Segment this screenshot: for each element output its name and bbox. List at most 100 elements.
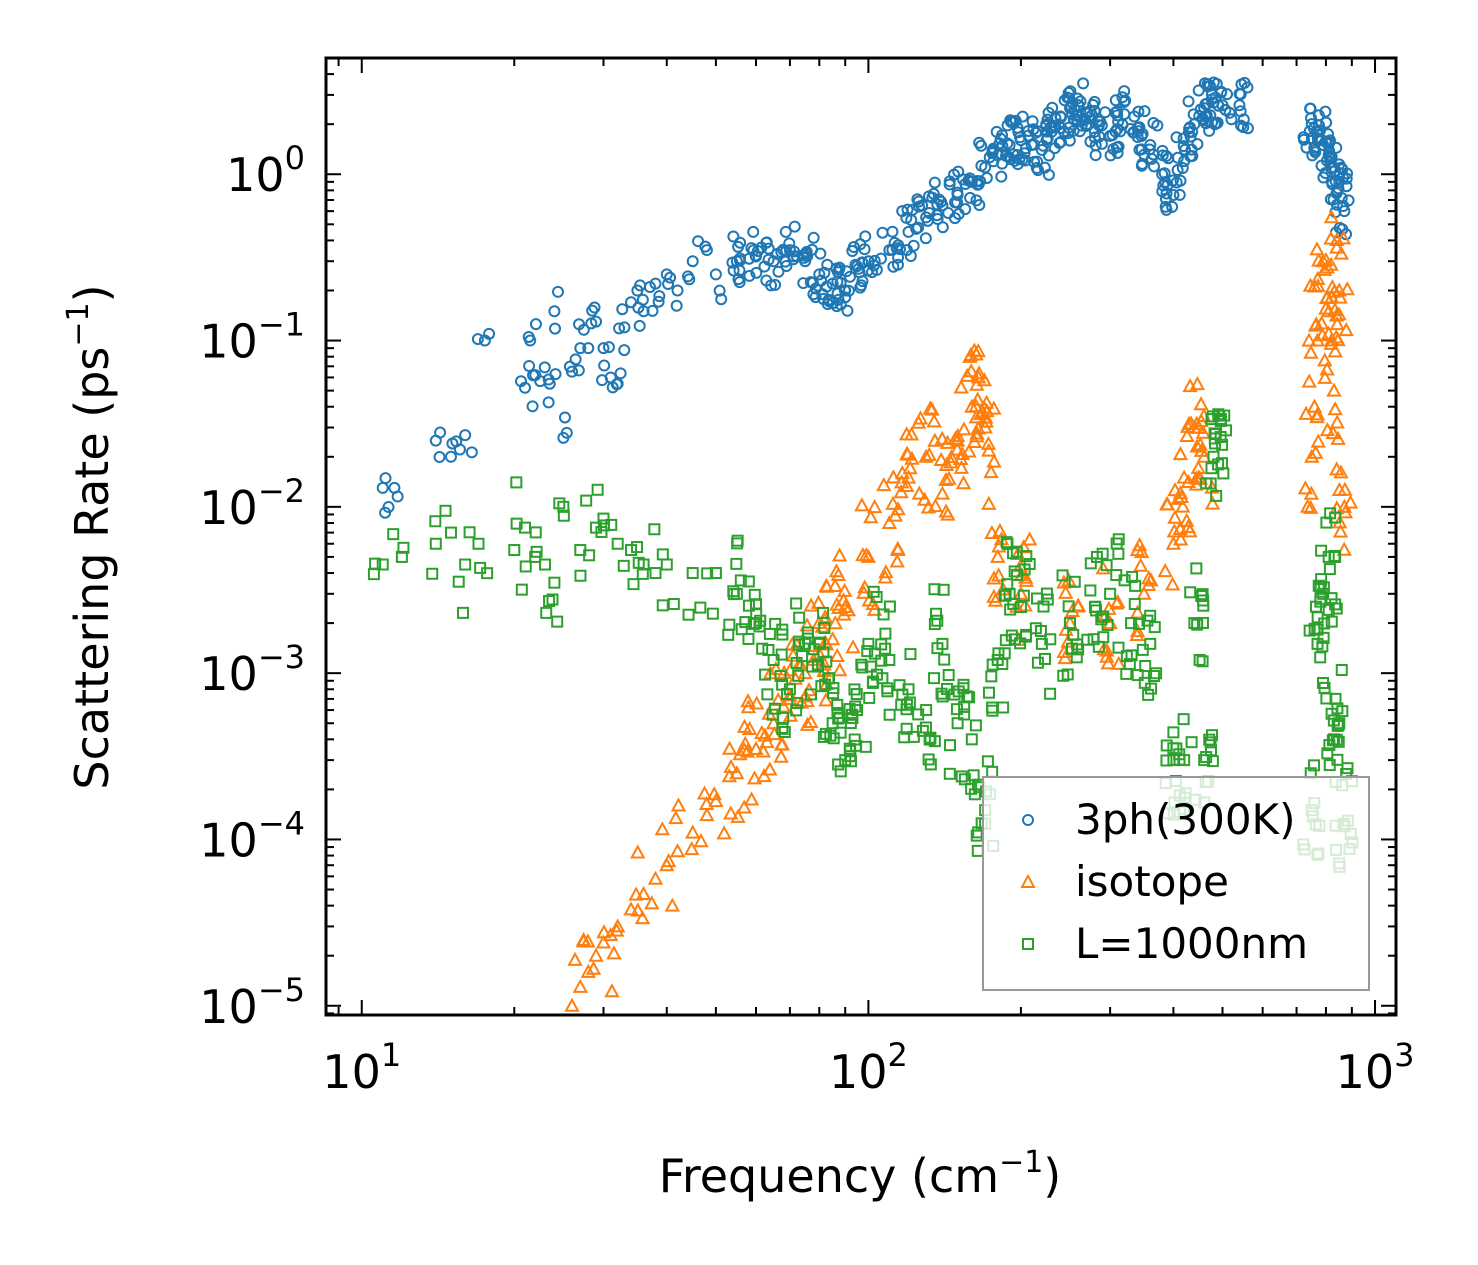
data-point xyxy=(618,344,631,357)
data-point xyxy=(931,213,944,226)
data-point xyxy=(721,768,738,783)
data-point xyxy=(958,773,971,786)
data-point xyxy=(483,327,496,340)
data-point xyxy=(1167,482,1183,497)
data-point xyxy=(1332,523,1349,538)
y-tick-label: 10−2 xyxy=(199,472,305,535)
data-point xyxy=(1070,598,1086,613)
data-point xyxy=(734,574,747,587)
data-point xyxy=(827,615,844,630)
data-point xyxy=(883,708,896,721)
data-point xyxy=(649,567,662,580)
data-point xyxy=(762,242,775,255)
data-point xyxy=(840,265,853,278)
data-point xyxy=(1304,448,1320,463)
data-point xyxy=(553,497,566,510)
axes-frame xyxy=(324,56,1398,1017)
data-point xyxy=(830,566,847,581)
data-point xyxy=(911,193,924,206)
data-point xyxy=(723,805,739,820)
data-point xyxy=(1319,259,1336,274)
data-point xyxy=(653,290,666,303)
data-point xyxy=(611,537,624,550)
data-point xyxy=(1185,736,1198,749)
data-point xyxy=(636,293,649,306)
data-point xyxy=(832,758,845,771)
data-point xyxy=(605,518,618,531)
data-point xyxy=(890,541,906,557)
legend-marker-2 xyxy=(1022,938,1034,950)
data-point xyxy=(938,471,954,487)
data-point xyxy=(664,271,677,284)
data-point xyxy=(444,450,457,463)
data-point xyxy=(1073,125,1086,138)
data-point xyxy=(842,284,855,297)
data-point xyxy=(426,567,439,580)
data-point xyxy=(669,843,686,858)
legend-label-0: 3ph(300K) xyxy=(1075,795,1295,844)
data-point xyxy=(1299,498,1316,513)
data-point xyxy=(1011,148,1024,161)
data-point xyxy=(580,963,596,978)
data-point xyxy=(1096,547,1109,560)
data-point xyxy=(527,369,540,382)
data-point xyxy=(1170,742,1183,755)
data-point xyxy=(922,753,935,766)
y-tick-label: 100 xyxy=(226,139,305,202)
data-point xyxy=(1206,729,1219,742)
data-point xyxy=(1124,122,1137,135)
data-point xyxy=(943,454,959,469)
data-point xyxy=(1192,436,1208,451)
x-tick-label: 102 xyxy=(829,1036,908,1099)
data-point xyxy=(893,243,906,256)
data-point xyxy=(387,528,400,541)
data-point xyxy=(983,464,999,479)
data-point xyxy=(1183,415,1199,430)
data-point xyxy=(1150,667,1163,680)
data-point xyxy=(829,596,845,611)
data-point xyxy=(1167,726,1180,739)
data-point xyxy=(1049,119,1062,132)
data-point xyxy=(1317,631,1330,644)
data-point xyxy=(957,678,970,691)
data-point xyxy=(749,695,765,710)
data-point xyxy=(548,305,561,318)
data-point xyxy=(1084,584,1097,597)
data-point xyxy=(1220,424,1233,437)
data-point xyxy=(859,230,872,243)
data-point xyxy=(1128,110,1141,123)
data-point xyxy=(986,701,999,714)
data-point xyxy=(855,547,871,562)
data-point xyxy=(1320,116,1333,129)
data-point xyxy=(933,451,949,466)
data-point xyxy=(963,172,976,185)
data-point xyxy=(831,698,844,711)
data-point xyxy=(646,304,659,317)
data-point xyxy=(538,361,551,374)
data-point xyxy=(1190,562,1203,575)
data-point xyxy=(1171,151,1184,164)
data-point xyxy=(1020,550,1033,563)
data-point xyxy=(668,810,684,825)
data-point xyxy=(446,437,459,450)
data-point xyxy=(1125,617,1138,630)
data-point xyxy=(1314,327,1331,342)
data-point xyxy=(1223,106,1236,119)
data-point xyxy=(1322,128,1335,141)
data-point xyxy=(831,275,844,288)
data-point xyxy=(863,509,879,524)
data-point xyxy=(1001,578,1014,591)
data-point xyxy=(1323,209,1340,224)
data-point xyxy=(1221,88,1234,101)
data-point xyxy=(1104,149,1117,162)
data-point xyxy=(1205,413,1218,426)
data-point xyxy=(955,770,968,783)
data-point xyxy=(1104,587,1117,600)
data-point xyxy=(709,268,722,281)
data-point xyxy=(760,236,773,249)
data-point xyxy=(616,303,629,316)
data-point xyxy=(551,285,564,298)
data-point xyxy=(927,498,944,513)
data-point xyxy=(606,945,622,960)
